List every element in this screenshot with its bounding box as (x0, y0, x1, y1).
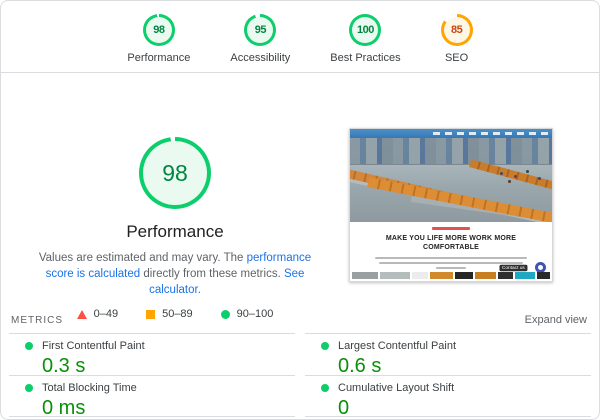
thumb-conveyor-orange-3 (469, 159, 552, 201)
score-item-performance[interactable]: 98 Performance (127, 14, 190, 64)
seo-score-value: 85 (450, 24, 463, 36)
lcp-status-dot-icon (321, 342, 329, 350)
legend-pass: 90–100 (220, 308, 274, 320)
performance-summary: 98 Performance Values are estimated and … (1, 73, 349, 320)
metric-total-blocking-time: Total Blocking Time 0 ms (9, 375, 295, 419)
performance-gauge-fill: 98 (145, 17, 172, 43)
thumb-paragraph-line (379, 262, 523, 264)
thumb-workers-dots (500, 172, 503, 175)
thumb-red-tagline (432, 227, 470, 230)
score-item-accessibility[interactable]: 95 Accessibility (230, 14, 290, 64)
thumb-conveyor-orange-2 (367, 177, 552, 222)
tbt-name: Total Blocking Time (42, 382, 137, 394)
see-calculator-link[interactable]: See calculator. (149, 268, 305, 296)
lcp-name: Largest Contentful Paint (338, 340, 457, 352)
fail-triangle-icon (76, 309, 87, 319)
fail-range-label: 0–49 (93, 308, 119, 320)
lcp-value: 0.6 s (338, 355, 382, 377)
average-range-label: 50–89 (162, 308, 193, 320)
performance-section: 98 Performance Values are estimated and … (1, 73, 599, 320)
seo-gauge-fill: 85 (443, 17, 470, 43)
fcp-value: 0.3 s (42, 355, 86, 377)
description-text-1: Values are estimated and may vary. The (38, 252, 247, 264)
thumb-nav-links (433, 132, 548, 135)
best-practices-gauge-fill: 100 (352, 17, 379, 43)
thumb-nav-bar (350, 129, 552, 138)
legend-average: 50–89 (146, 308, 193, 320)
thumb-headline-line2: COMFORTABLE (422, 244, 480, 251)
accessibility-score-value: 95 (254, 24, 267, 36)
metric-largest-contentful-paint: Largest Contentful Paint 0.6 s (305, 333, 591, 377)
thumb-contact-button: Contact us (499, 264, 528, 271)
main-performance-score: 98 (162, 159, 188, 186)
metric-first-contentful-paint: First Contentful Paint 0.3 s (9, 333, 295, 377)
accessibility-score-label: Accessibility (230, 52, 291, 64)
score-scale-legend: 0–49 50–89 90–100 (1, 308, 349, 320)
cls-value: 0 (338, 397, 350, 419)
average-square-icon (146, 309, 156, 319)
thumb-factory-photo (350, 138, 552, 222)
performance-title: Performance (126, 222, 224, 241)
fcp-name: First Contentful Paint (42, 340, 145, 352)
thumb-machinery-row (350, 138, 552, 165)
thumb-cta-row: Contact us (496, 262, 546, 273)
pass-circle-icon (220, 309, 230, 319)
main-gauge-fill: 98 (143, 141, 207, 205)
scores-summary-bar: 98 Performance 95 Accessibility 100 Best… (1, 1, 599, 73)
thumb-paragraph-line (375, 257, 527, 259)
tbt-status-dot-icon (25, 384, 33, 392)
expand-view-button[interactable]: Expand view (524, 314, 587, 326)
pass-range-label: 90–100 (236, 308, 274, 320)
best-practices-score-label: Best Practices (330, 52, 401, 64)
metrics-section-title: METRICS (11, 314, 63, 326)
tbt-value: 0 ms (42, 397, 86, 419)
thumb-logo-ring-icon (535, 262, 546, 273)
best-practices-score-value: 100 (357, 24, 374, 36)
performance-score-value: 98 (153, 24, 165, 36)
score-item-best-practices[interactable]: 100 Best Practices (330, 14, 401, 64)
seo-score-gauge: 85 (440, 14, 473, 46)
score-item-seo[interactable]: 85 SEO (440, 14, 473, 64)
seo-score-label: SEO (444, 52, 469, 64)
metrics-header: METRICS Expand view (1, 307, 599, 333)
main-performance-gauge: 98 (139, 137, 211, 209)
performance-score-label: Performance (127, 52, 191, 64)
thumb-headline: MAKE YOU LIFE MORE WORK MORE COMFORTABLE (350, 234, 552, 252)
metric-cumulative-layout-shift: Cumulative Layout Shift 0 (305, 375, 591, 419)
accessibility-score-gauge: 95 (244, 14, 277, 46)
cls-name: Cumulative Layout Shift (338, 382, 455, 394)
thumb-gallery-strip (350, 272, 552, 279)
best-practices-score-gauge: 100 (349, 14, 382, 46)
legend-fail: 0–49 (76, 308, 119, 320)
description-text-2: directly from these metrics. (140, 268, 284, 280)
fcp-status-dot-icon (25, 342, 33, 350)
thumb-paragraph-line (436, 267, 466, 269)
score-description: Values are estimated and may vary. The p… (33, 250, 317, 298)
page-screenshot-thumbnail[interactable]: MAKE YOU LIFE MORE WORK MORE COMFORTABLE… (349, 128, 553, 282)
thumb-hero-content: MAKE YOU LIFE MORE WORK MORE COMFORTABLE… (350, 222, 552, 273)
cls-status-dot-icon (321, 384, 329, 392)
performance-score-calculated-link[interactable]: performance score is calculated (45, 252, 312, 280)
performance-score-gauge: 98 (142, 14, 175, 46)
metrics-grid: First Contentful Paint 0.3 s Largest Con… (1, 333, 599, 419)
thumb-headline-line1: MAKE YOU LIFE MORE WORK MORE (385, 235, 517, 242)
accessibility-gauge-fill: 95 (247, 17, 274, 43)
